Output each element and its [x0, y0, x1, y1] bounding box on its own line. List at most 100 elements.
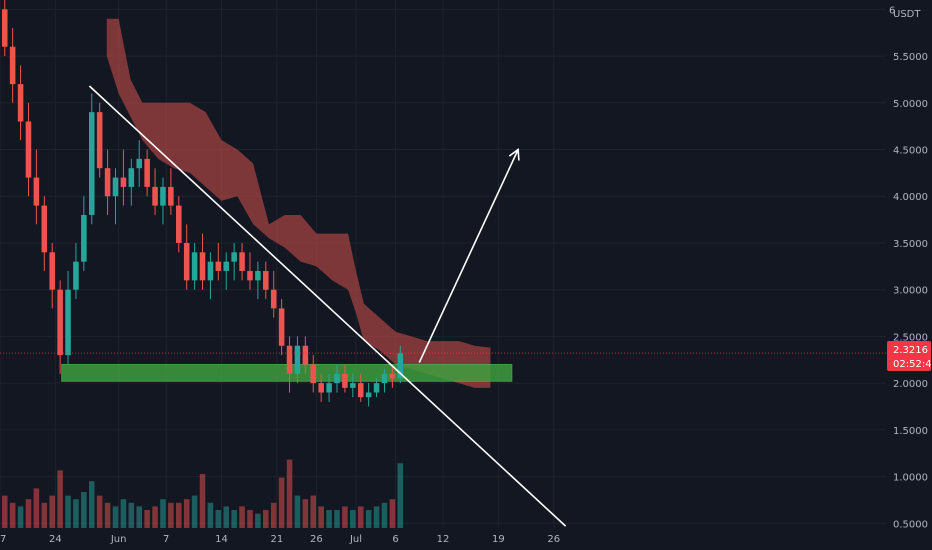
candle-body [397, 353, 404, 379]
volume-bar [318, 506, 324, 528]
volume-bar [270, 502, 277, 528]
volume-bar [263, 510, 269, 528]
candle-body [294, 345, 301, 374]
volume-bar [96, 495, 103, 528]
volume-bar [57, 470, 63, 528]
candle-body [373, 383, 380, 393]
y-tick-label: 0.5000 [893, 519, 928, 530]
volume-bar [144, 510, 150, 528]
volume-bar [286, 459, 293, 528]
y-tick-label: 5.5000 [893, 52, 928, 63]
volume-bar [152, 506, 158, 528]
price-axis[interactable]: USDT 6 5.5000 5.0000 4.5000 4.0000 3.5000 3.00… [889, 5, 928, 530]
volume-bar [41, 502, 48, 528]
candle-body [57, 289, 63, 356]
x-tick-label: 26 [310, 534, 323, 545]
volume-bar [278, 477, 285, 528]
candle-body [270, 289, 277, 309]
candle-body [191, 252, 198, 281]
candle-body [365, 392, 372, 398]
volume-bars [1, 459, 404, 528]
volume-bar [183, 499, 190, 528]
volume-bar [128, 502, 135, 528]
volume-bar [49, 495, 55, 528]
candle-body [33, 177, 40, 206]
candle-body [49, 252, 55, 290]
volume-bar [33, 488, 40, 528]
drawings [88, 85, 567, 527]
x-tick-label: 17 [0, 534, 6, 545]
x-tick-label: 12 [437, 534, 450, 545]
candle-body [334, 373, 340, 384]
candle-body [278, 308, 285, 346]
x-tick-label: 19 [492, 534, 505, 545]
volume-bar [191, 495, 198, 528]
candle-body [144, 158, 150, 187]
candle-body [286, 345, 293, 374]
volume-bar [231, 510, 237, 528]
candle-body [207, 261, 214, 281]
volume-bar [247, 510, 253, 528]
x-tick-label: 24 [49, 534, 62, 545]
descending-trendline [88, 85, 567, 527]
projection-arrow-head [508, 148, 520, 161]
candle-body [199, 252, 206, 281]
volume-bar [342, 506, 348, 528]
cloud-area [106, 18, 491, 388]
current-price-tag: 2.3216 02:52:43 [887, 341, 932, 371]
volume-bar [17, 506, 24, 528]
y-tick-label: 1.5000 [893, 426, 928, 437]
candle-body [318, 383, 324, 393]
x-tick-label: 26 [547, 534, 560, 545]
candle-body [160, 186, 166, 206]
volume-bar [294, 495, 301, 528]
candle-body [41, 205, 48, 253]
candle-body [231, 252, 237, 262]
candle-body [1, 9, 8, 47]
volume-bar [334, 510, 340, 528]
candle-body [310, 364, 317, 384]
candle-body [88, 112, 95, 215]
volume-bar [397, 463, 404, 528]
candle-body [104, 168, 111, 197]
candle-body [136, 158, 142, 169]
candle-body [65, 289, 71, 356]
volume-bar [168, 502, 174, 528]
time-axis[interactable]: 17 24 Jun 7 14 21 26 Jul 6 12 19 26 [0, 534, 560, 545]
candle-body [215, 261, 222, 272]
volume-bar [326, 510, 332, 528]
price-tag-value: 2.3216 [893, 345, 928, 356]
volume-bar [350, 510, 356, 528]
candle-body [326, 383, 332, 393]
y-tick-label: 3.0000 [893, 286, 928, 297]
y-tick-label: 2.5000 [893, 332, 928, 343]
candle-body [168, 186, 174, 206]
x-tick-label: 14 [215, 534, 228, 545]
volume-bar [381, 502, 388, 528]
volume-bar [357, 506, 364, 528]
candle-body [302, 345, 309, 365]
candle-body [176, 205, 182, 243]
candlesticks [1, 0, 404, 407]
y-tick-label: 4.5000 [893, 146, 928, 157]
y-tick-label: 4.0000 [893, 192, 928, 203]
volume-bar [389, 499, 396, 528]
volume-bar [73, 499, 79, 528]
volume-bar [160, 499, 166, 528]
volume-bar [310, 495, 317, 528]
y-tick-label: 3.5000 [893, 239, 928, 250]
volume-bar [88, 481, 95, 528]
candle-body [128, 168, 135, 187]
candle-body [357, 383, 364, 398]
volume-bar [199, 474, 206, 528]
volume-bar [365, 510, 372, 528]
volume-bar [120, 499, 127, 528]
candle-body [247, 271, 253, 281]
volume-bar [1, 495, 8, 528]
x-tick-label: Jul [349, 534, 362, 545]
candle-body [239, 252, 245, 272]
candle-body [223, 261, 230, 272]
candle-body [17, 84, 24, 122]
candle-body [81, 214, 87, 262]
